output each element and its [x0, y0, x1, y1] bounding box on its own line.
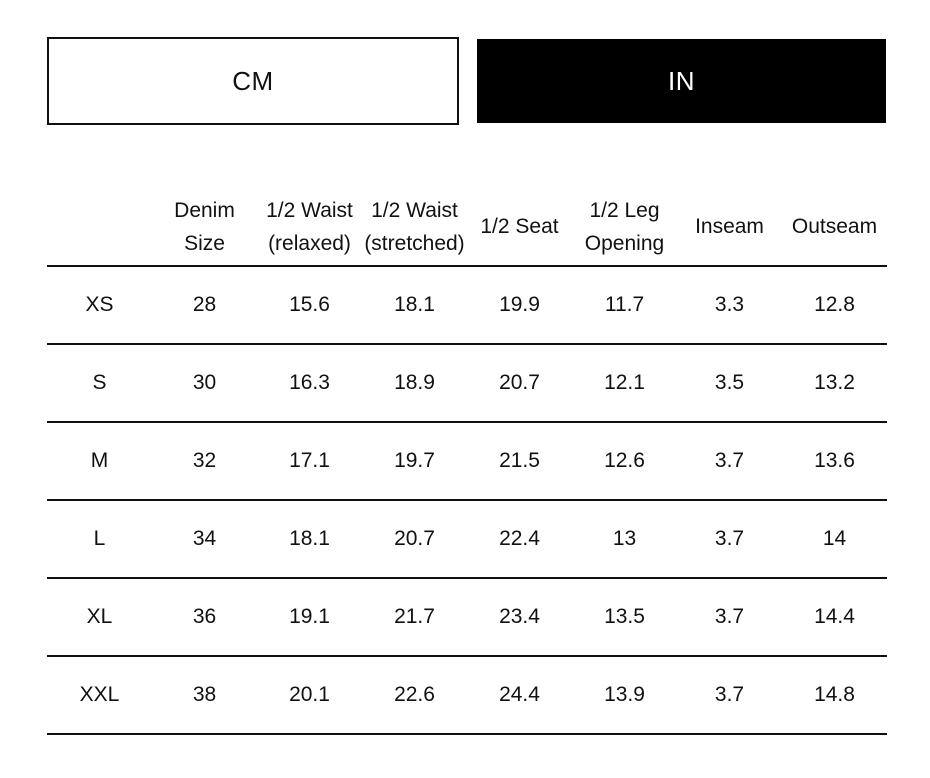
table-cell: 24.4 — [467, 656, 572, 735]
header-size-label — [47, 188, 152, 267]
table-cell: 28 — [152, 266, 257, 345]
table-cell: 13.2 — [782, 344, 887, 423]
table-cell: 13.6 — [782, 422, 887, 501]
header-denim-size: Denim Size — [152, 188, 257, 267]
table-cell: 3.3 — [677, 266, 782, 345]
table-row: XXL 38 20.1 22.6 24.4 13.9 3.7 14.8 — [47, 656, 887, 735]
table-cell: 12.6 — [572, 422, 677, 501]
table-cell: 22.4 — [467, 500, 572, 579]
table-cell: 3.7 — [677, 422, 782, 501]
table-cell: 3.7 — [677, 500, 782, 579]
table-cell: 20.7 — [467, 344, 572, 423]
table-cell: 14 — [782, 500, 887, 579]
table-cell: 14.4 — [782, 578, 887, 657]
table-cell: 11.7 — [572, 266, 677, 345]
table-cell: 38 — [152, 656, 257, 735]
size-chart-table: Denim Size 1/2 Waist (relaxed) 1/2 Waist… — [47, 188, 887, 735]
table-cell: 12.8 — [782, 266, 887, 345]
table-row: S 30 16.3 18.9 20.7 12.1 3.5 13.2 — [47, 344, 887, 423]
size-label-cell: L — [47, 500, 152, 579]
table-cell: 20.1 — [257, 656, 362, 735]
in-button[interactable]: IN — [477, 39, 886, 123]
size-label-cell: M — [47, 422, 152, 501]
table-cell: 21.7 — [362, 578, 467, 657]
table-cell: 13 — [572, 500, 677, 579]
size-label-cell: XL — [47, 578, 152, 657]
table-row: XL 36 19.1 21.7 23.4 13.5 3.7 14.4 — [47, 578, 887, 657]
header-leg-opening: 1/2 Leg Opening — [572, 188, 677, 267]
table-cell: 3.7 — [677, 656, 782, 735]
table-cell: 15.6 — [257, 266, 362, 345]
table-cell: 23.4 — [467, 578, 572, 657]
table-cell: 12.1 — [572, 344, 677, 423]
table-cell: 20.7 — [362, 500, 467, 579]
table-cell: 36 — [152, 578, 257, 657]
table-cell: 19.1 — [257, 578, 362, 657]
cm-button[interactable]: CM — [47, 37, 459, 125]
table-cell: 34 — [152, 500, 257, 579]
table-cell: 18.9 — [362, 344, 467, 423]
header-row: Denim Size 1/2 Waist (relaxed) 1/2 Waist… — [47, 188, 887, 267]
table-row: M 32 17.1 19.7 21.5 12.6 3.7 13.6 — [47, 422, 887, 501]
table-cell: 18.1 — [362, 266, 467, 345]
table-row: XS 28 15.6 18.1 19.9 11.7 3.3 12.8 — [47, 266, 887, 345]
table-row: L 34 18.1 20.7 22.4 13 3.7 14 — [47, 500, 887, 579]
header-waist-stretched: 1/2 Waist (stretched) — [362, 188, 467, 267]
table-cell: 19.7 — [362, 422, 467, 501]
header-seat: 1/2 Seat — [467, 188, 572, 267]
unit-toggle: CM IN — [47, 37, 886, 125]
table-cell: 32 — [152, 422, 257, 501]
table-cell: 3.5 — [677, 344, 782, 423]
size-label-cell: S — [47, 344, 152, 423]
table-cell: 30 — [152, 344, 257, 423]
size-label-cell: XXL — [47, 656, 152, 735]
table-cell: 13.5 — [572, 578, 677, 657]
table-cell: 19.9 — [467, 266, 572, 345]
table-cell: 3.7 — [677, 578, 782, 657]
table-cell: 17.1 — [257, 422, 362, 501]
header-outseam: Outseam — [782, 188, 887, 267]
header-inseam: Inseam — [677, 188, 782, 267]
table-cell: 18.1 — [257, 500, 362, 579]
size-label-cell: XS — [47, 266, 152, 345]
table-cell: 16.3 — [257, 344, 362, 423]
table-cell: 21.5 — [467, 422, 572, 501]
table-cell: 13.9 — [572, 656, 677, 735]
table-cell: 22.6 — [362, 656, 467, 735]
table-cell: 14.8 — [782, 656, 887, 735]
header-waist-relaxed: 1/2 Waist (relaxed) — [257, 188, 362, 267]
